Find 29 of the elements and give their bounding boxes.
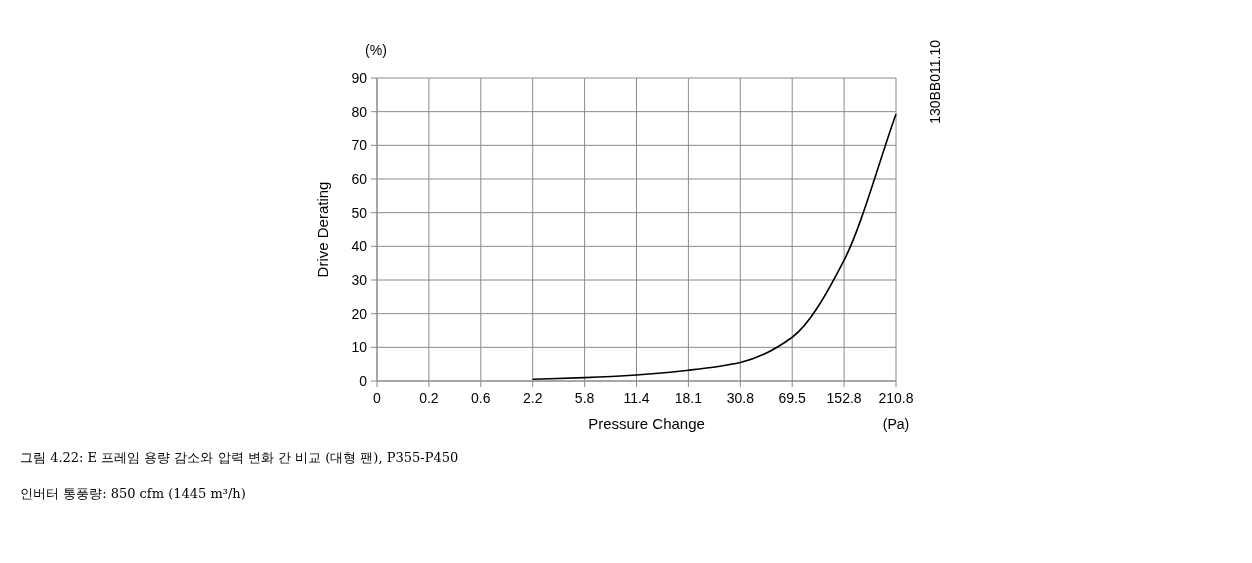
x-tick-label: 30.8: [726, 390, 755, 406]
x-tick-label: 69.5: [778, 390, 807, 406]
text: 130BB011.10: [927, 39, 943, 124]
x-tick-label: 0: [373, 390, 382, 406]
x-tick-label: 0.2: [419, 390, 439, 406]
x-tick-label: 152.8: [826, 390, 862, 406]
y-tick-label: 0: [359, 373, 368, 389]
x-tick-label: 11.4: [623, 390, 650, 406]
y-tick-label: 30: [351, 272, 368, 288]
y-tick-label: 70: [351, 137, 368, 154]
y-tick-label: 50: [351, 204, 368, 221]
x-tick-label: 210.8: [878, 390, 914, 406]
x-tick-label: 0.6: [471, 390, 491, 406]
x-axis-title: Pressure Change: [588, 415, 705, 432]
y-tick-label: 60: [351, 171, 368, 187]
y-tick-label: 40: [351, 238, 368, 255]
text: (Pa): [882, 416, 910, 432]
text: (%): [365, 42, 387, 58]
x-tick-label: 2.2: [522, 390, 543, 406]
x-tick-label: 18.1: [674, 390, 703, 406]
caption: 그림 4.22: E 프레임 용량 감소와 압력 변화 간 비교 (대형 팬), P355-P450: [20, 450, 459, 465]
y-tick-label: 10: [351, 339, 368, 356]
y-axis-title: Drive Derating: [314, 181, 331, 278]
y-tick-label: 80: [351, 103, 368, 120]
text: 인버터 통풍량: 850 cfm (1445 m³/h): [20, 486, 246, 501]
x-tick-label: 5.8: [574, 390, 595, 406]
y-tick-label: 90: [351, 70, 368, 86]
line-series: [531, 113, 897, 381]
y-tick-label: 20: [351, 305, 368, 322]
